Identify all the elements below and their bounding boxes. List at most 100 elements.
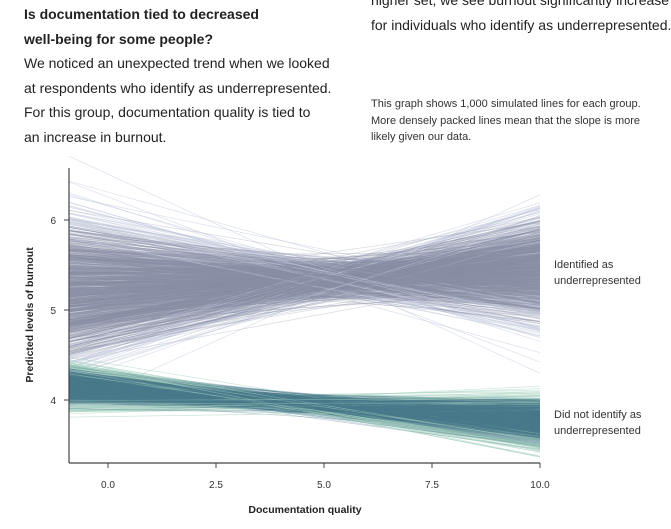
identified-sim-line <box>69 279 541 290</box>
identified-sim-line <box>69 257 541 316</box>
identified-sim-line <box>69 278 541 284</box>
identified-sim-line <box>69 246 541 273</box>
not-identified-sim-line <box>69 381 541 417</box>
not-identified-sim-line <box>69 378 541 425</box>
identified-sim-line <box>69 210 541 357</box>
identified-sim-line <box>69 274 541 281</box>
identified-sim-line <box>69 238 541 285</box>
identified-sim-line <box>69 274 541 287</box>
identified-sim-line <box>69 269 541 310</box>
not-identified-sim-line <box>69 384 541 417</box>
identified-sim-line <box>69 260 541 295</box>
not-identified-sim-line <box>69 399 541 403</box>
identified-sim-line <box>69 249 541 304</box>
not-identified-sim-line <box>69 383 541 418</box>
identified-sim-line <box>69 210 541 291</box>
identified-sim-line <box>69 253 541 276</box>
not-identified-sim-line <box>69 377 541 421</box>
identified-sim-line <box>69 272 541 291</box>
identified-sim-line <box>69 242 541 281</box>
not-identified-sim-line <box>69 363 541 434</box>
not-identified-sim-line <box>69 385 541 413</box>
identified-sim-line <box>69 220 541 340</box>
identified-sim-line <box>69 252 541 294</box>
identified-sim-line <box>69 251 541 326</box>
identified-sim-line <box>69 255 541 324</box>
identified-sim-line <box>69 274 541 279</box>
identified-sim-line <box>69 249 541 355</box>
identified-sim-line <box>69 249 541 341</box>
not-identified-sim-line <box>69 376 541 427</box>
identified-sim-line <box>69 267 541 287</box>
identified-sim-line <box>69 258 541 285</box>
identified-sim-line <box>69 268 541 304</box>
identified-sim-line <box>69 260 541 295</box>
identified-sim-line <box>69 261 541 284</box>
not-identified-sim-line <box>69 380 541 429</box>
identified-sim-line <box>69 258 541 290</box>
not-identified-sim-line <box>69 393 541 404</box>
identified-sim-line <box>69 268 541 315</box>
not-identified-sim-line <box>69 391 541 398</box>
identified-sim-line <box>69 228 541 325</box>
not-identified-sim-line <box>69 386 541 412</box>
identified-sim-line <box>69 266 541 271</box>
identified-sim-line <box>69 266 541 274</box>
identified-sim-line <box>69 254 541 357</box>
identified-sim-line <box>69 238 541 372</box>
identified-sim-line <box>69 238 541 345</box>
identified-sim-line <box>69 240 541 289</box>
not-identified-sim-line <box>69 368 541 421</box>
identified-sim-line <box>69 281 541 295</box>
identified-sim-line <box>69 251 541 303</box>
identified-sim-line <box>69 254 541 287</box>
identified-sim-line <box>69 267 541 283</box>
identified-sim-line <box>69 280 541 303</box>
identified-sim-line <box>69 270 541 301</box>
not-identified-sim-line <box>69 393 541 422</box>
identified-sim-line <box>69 227 541 304</box>
identified-sim-line <box>69 245 541 325</box>
identified-sim-line <box>69 251 541 284</box>
identified-sim-line <box>69 258 541 324</box>
body-line: We noticed an unexpected trend when we l… <box>24 55 330 71</box>
identified-sim-line <box>69 261 541 276</box>
identified-sim-line <box>69 262 541 296</box>
identified-sim-line <box>69 241 541 322</box>
identified-sim-line <box>69 255 541 324</box>
identified-sim-line <box>69 249 541 293</box>
not-identified-sim-line <box>69 388 541 428</box>
identified-sim-line <box>69 277 541 323</box>
identified-sim-line <box>69 259 541 303</box>
identified-sim-line <box>69 240 541 277</box>
identified-sim-line <box>69 254 541 324</box>
identified-sim-line <box>69 281 541 298</box>
not-identified-sim-line <box>69 376 541 412</box>
identified-sim-line <box>69 259 541 304</box>
identified-sim-line <box>69 263 541 282</box>
not-identified-sim-line <box>69 389 541 413</box>
identified-sim-line <box>69 264 541 318</box>
identified-sim-line <box>69 239 541 323</box>
identified-sim-line <box>69 281 541 289</box>
not-identified-sim-line <box>69 384 541 446</box>
not-identified-sim-line <box>69 397 541 408</box>
identified-sim-line <box>69 242 541 285</box>
identified-sim-line <box>69 258 541 296</box>
identified-sim-line <box>69 248 541 297</box>
identified-sim-line <box>69 262 541 270</box>
not-identified-sim-line <box>69 386 541 423</box>
not-identified-sim-line <box>69 381 541 428</box>
not-identified-sim-line <box>69 381 541 447</box>
identified-sim-line <box>69 272 541 285</box>
identified-sim-line <box>69 207 541 366</box>
identified-sim-line <box>69 283 541 288</box>
not-identified-sim-line <box>69 393 541 417</box>
not-identified-sim-line <box>69 383 541 412</box>
identified-sim-line <box>69 245 541 326</box>
not-identified-sim-line <box>69 356 541 435</box>
identified-sim-line <box>69 254 541 323</box>
identified-sim-line <box>69 273 541 282</box>
identified-sim-line <box>69 274 541 300</box>
identified-sim-line <box>69 275 541 300</box>
